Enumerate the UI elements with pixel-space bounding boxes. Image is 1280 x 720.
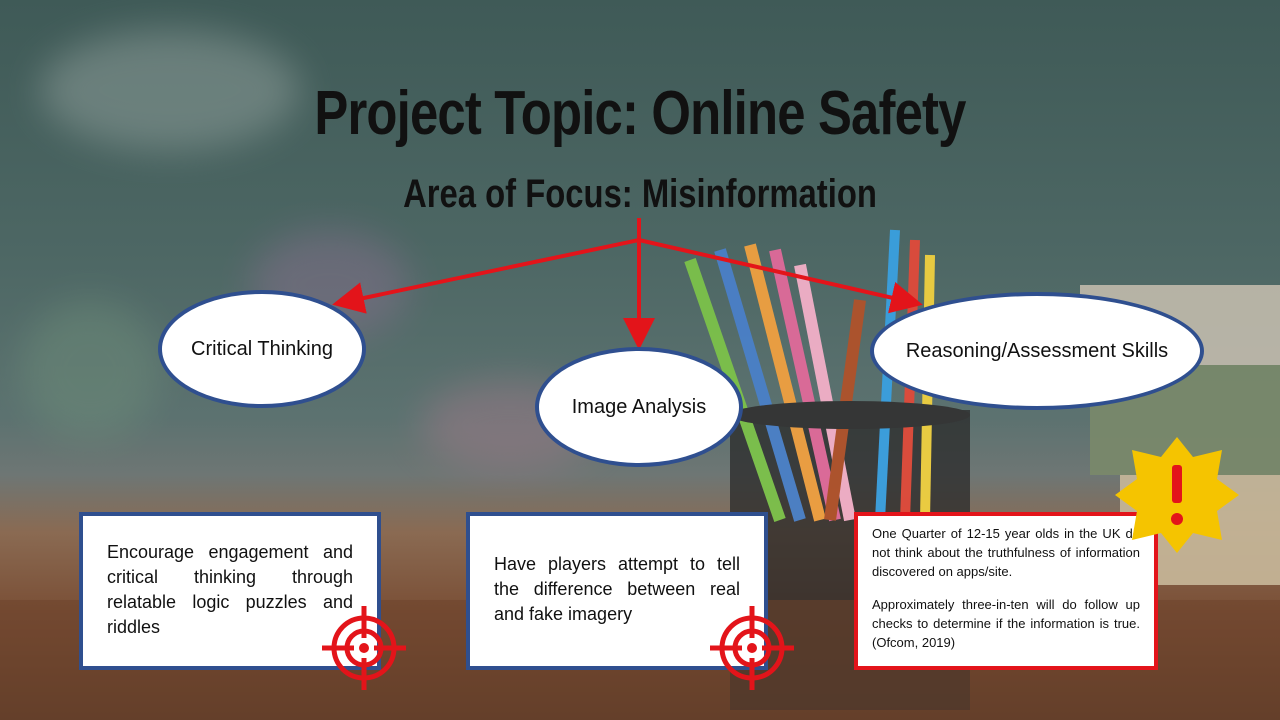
statistics-box: One Quarter of 12-15 year olds in the UK… <box>854 512 1158 670</box>
page-title: Project Topic: Online Safety <box>314 79 966 148</box>
statistic-paragraph-2: Approximately three-in-ten will do follo… <box>872 597 1140 650</box>
target-icon <box>322 606 406 690</box>
statistic-paragraph-1: One Quarter of 12-15 year olds in the UK… <box>872 526 1140 579</box>
node-image-analysis: Image Analysis <box>535 347 743 467</box>
node-reasoning-skills: Reasoning/Assessment Skills <box>870 292 1204 410</box>
chalk-smudge <box>40 30 300 150</box>
image-analysis-description: Have players attempt to tell the differe… <box>494 554 740 624</box>
node-label: Image Analysis <box>571 395 707 418</box>
arrow-to-critical-thinking <box>332 238 640 314</box>
critical-thinking-description: Encourage engagement and critical thinki… <box>107 542 353 637</box>
node-label: Critical Thinking <box>191 337 333 360</box>
chalk-smudge <box>20 300 160 440</box>
arrow-to-reasoning-skills <box>638 238 923 314</box>
warning-star-icon <box>1115 437 1239 553</box>
page-subtitle: Area of Focus: Misinformation <box>403 172 877 216</box>
critical-thinking-box: Encourage engagement and critical thinki… <box>79 512 381 670</box>
node-label: Reasoning/Assessment Skills <box>905 339 1169 362</box>
target-icon <box>710 606 794 690</box>
image-analysis-box: Have players attempt to tell the differe… <box>466 512 768 670</box>
node-critical-thinking: Critical Thinking <box>158 290 366 408</box>
